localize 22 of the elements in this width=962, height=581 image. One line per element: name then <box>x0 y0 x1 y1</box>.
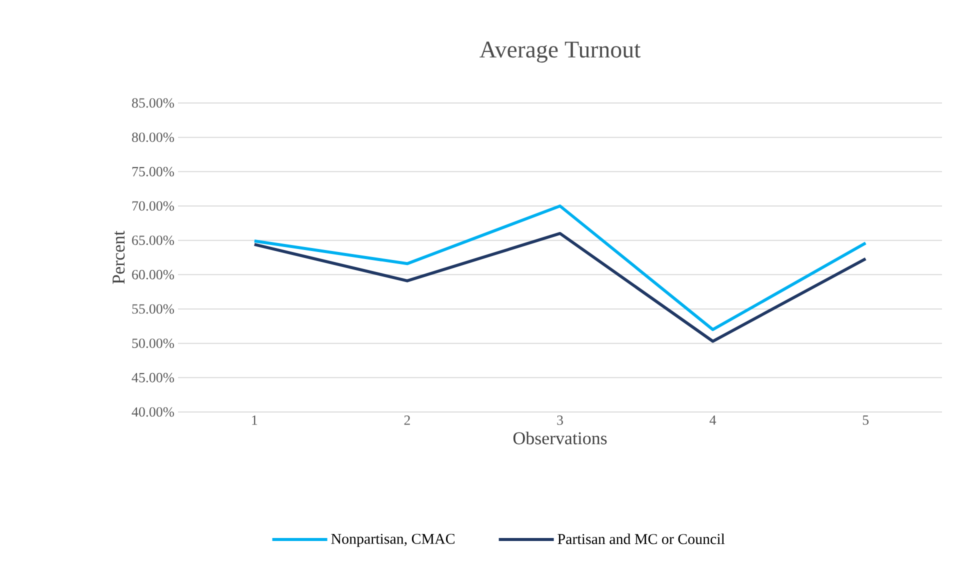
x-axis-title: Observations <box>513 432 607 444</box>
legend-label: Partisan and MC or Council <box>558 534 725 544</box>
y-tick-label: 70.00% <box>132 201 174 211</box>
y-tick-label: 50.00% <box>132 338 174 348</box>
x-tick-label: 4 <box>710 416 716 425</box>
legend-label: Nonpartisan, CMAC <box>331 534 454 547</box>
y-tick-label: 85.00% <box>132 98 174 108</box>
x-tick-label: 1 <box>252 415 258 425</box>
y-tick-label: 60.00% <box>132 270 174 280</box>
line-series <box>252 232 868 343</box>
y-tick-label: 80.00% <box>132 132 174 142</box>
line-series <box>252 204 868 332</box>
y-tick-label: 75.00% <box>132 166 174 176</box>
y-tick-label: 65.00% <box>132 236 174 246</box>
x-tick-label: 2 <box>404 416 410 425</box>
y-tick-label: 40.00% <box>132 407 174 417</box>
x-tick-label: 5 <box>862 416 869 425</box>
y-axis-title: Percent <box>112 230 125 284</box>
y-tick-label: 45.00% <box>132 372 174 382</box>
x-tick-label: 3 <box>557 416 563 425</box>
y-tick-label: 55.00% <box>132 304 174 314</box>
chart-title: Average Turnout <box>480 42 641 63</box>
